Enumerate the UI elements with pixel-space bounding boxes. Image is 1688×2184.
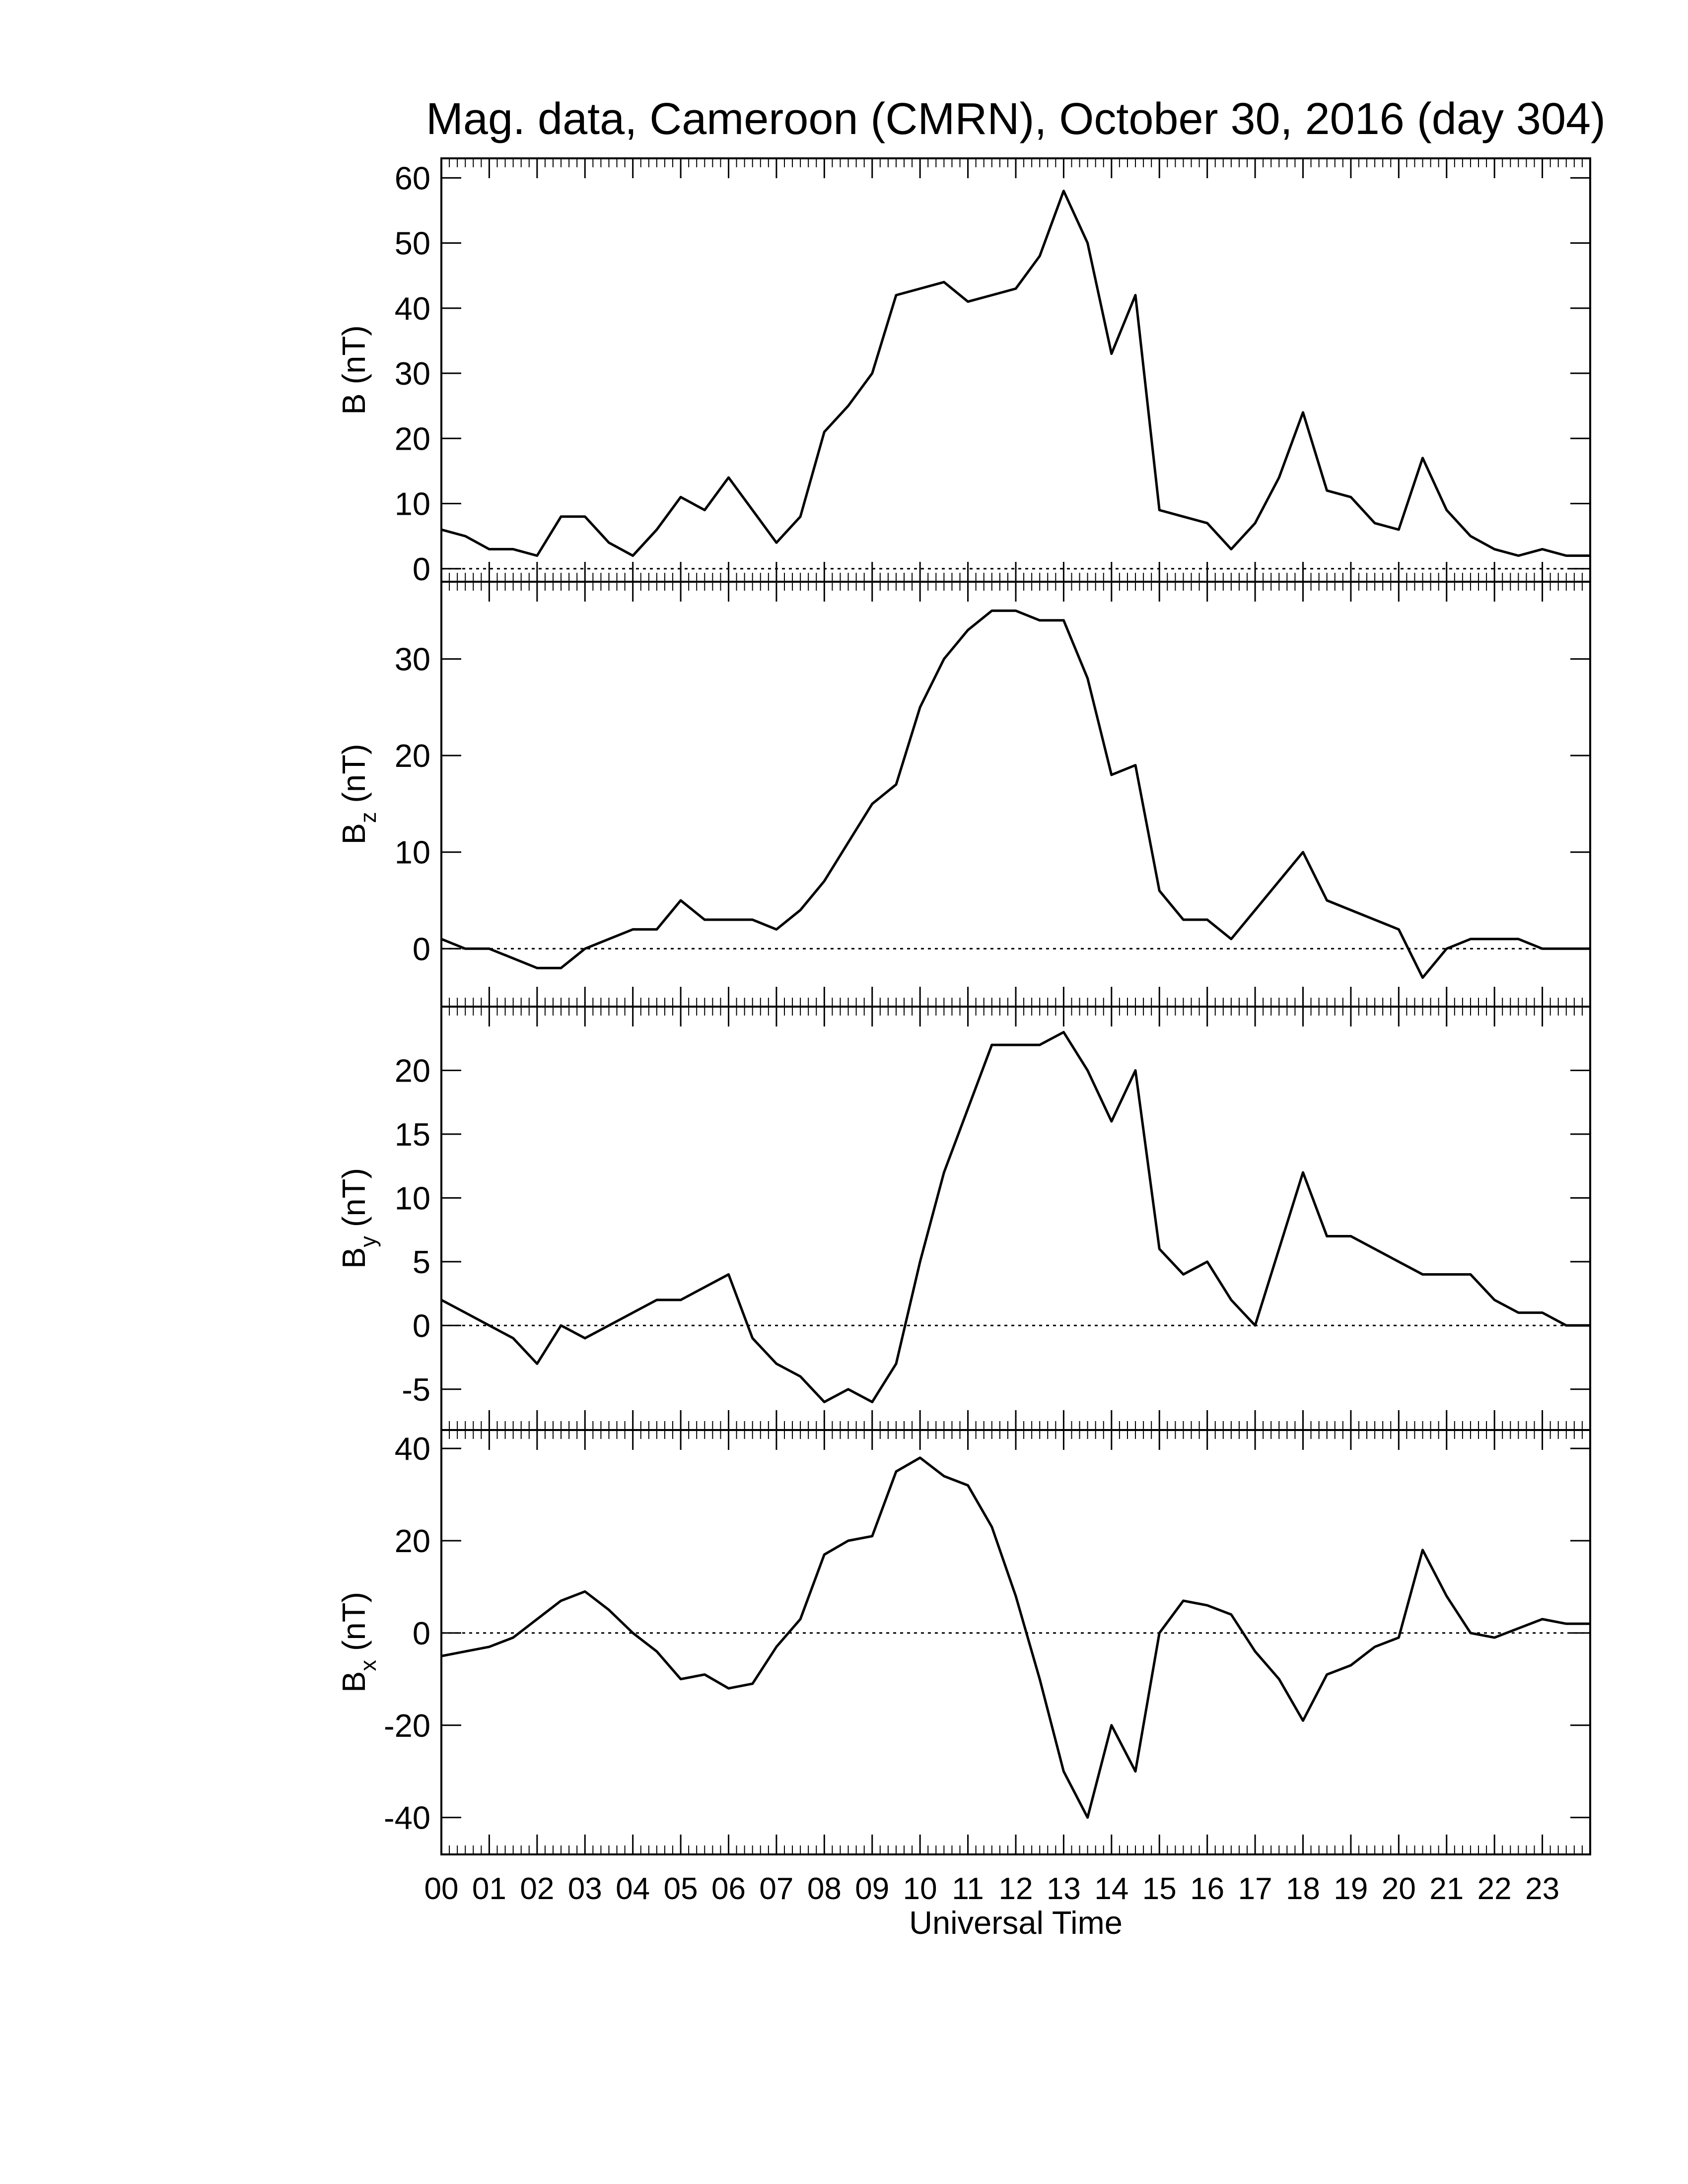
data-line — [440, 1030, 1590, 1403]
y-tick-label: 15 — [395, 1116, 430, 1153]
plot-frame — [440, 157, 1591, 583]
x-tick-label: 17 — [1238, 1872, 1272, 1906]
y-tick-label: -20 — [384, 1707, 430, 1744]
y-tick-label: 20 — [395, 738, 430, 774]
x-tick-label: 10 — [903, 1872, 937, 1906]
y-label-sub: x — [355, 1660, 381, 1671]
y-label-unit: (nT) — [336, 1592, 372, 1651]
x-tick-label: 19 — [1334, 1872, 1368, 1906]
y-tick-label: 40 — [395, 1431, 430, 1467]
x-tick-label: 02 — [520, 1872, 554, 1906]
y-label-unit: (nT) — [336, 744, 372, 803]
x-tick-label: 13 — [1047, 1872, 1081, 1906]
x-tick-label: 15 — [1142, 1872, 1177, 1906]
y-tick-label: 0 — [413, 1307, 430, 1344]
y-label-unit: (nT) — [336, 1168, 372, 1227]
y-label-base: B — [336, 823, 372, 844]
x-tick-label: 08 — [807, 1872, 842, 1906]
x-tick-label: 00 — [424, 1872, 459, 1906]
x-tick-label: 12 — [999, 1872, 1033, 1906]
data-line — [441, 609, 1590, 979]
x-tick-label: 01 — [472, 1872, 506, 1906]
y-tick-label: 30 — [395, 641, 430, 678]
chart-title: Mag. data, Cameroon (CMRN), October 30, … — [426, 94, 1606, 144]
x-tick-label: 07 — [759, 1872, 793, 1906]
x-tick-label: 20 — [1382, 1872, 1416, 1906]
y-label-sub: y — [355, 1236, 381, 1247]
y-label-base: B — [336, 1671, 372, 1693]
x-tick-label: 05 — [664, 1872, 698, 1906]
y-tick-label: -5 — [402, 1371, 430, 1408]
plot-frame — [440, 581, 1591, 1008]
y-tick-label: 5 — [413, 1244, 430, 1280]
y-tick-label: 10 — [395, 1180, 430, 1216]
y-tick-label: 0 — [413, 551, 430, 587]
x-tick-label: 16 — [1190, 1872, 1224, 1906]
y-tick-label: 20 — [395, 1052, 430, 1089]
data-line — [441, 190, 1590, 557]
x-tick-label: 21 — [1429, 1872, 1464, 1906]
y-tick-label: 0 — [413, 1615, 430, 1651]
y-tick-label: 60 — [395, 160, 430, 196]
x-tick-label: 04 — [616, 1872, 650, 1906]
x-tick-label: 09 — [855, 1872, 889, 1906]
y-label-base: B — [336, 1247, 372, 1269]
y-tick-label: 40 — [395, 290, 430, 327]
plot-frame — [440, 1006, 1591, 1431]
y-label-base: B — [336, 393, 372, 414]
y-axis-label: B (nT) — [336, 325, 372, 415]
x-axis-label: Universal Time — [909, 1905, 1123, 1941]
y-tick-label: 20 — [395, 1523, 430, 1559]
y-tick-label: 10 — [395, 834, 430, 871]
data-line — [441, 1456, 1590, 1819]
x-tick-label: 14 — [1094, 1872, 1128, 1906]
y-tick-label: 50 — [395, 225, 430, 262]
x-tick-label: 06 — [711, 1872, 746, 1906]
plot-frame — [440, 1429, 1591, 1855]
x-tick-label: 18 — [1286, 1872, 1320, 1906]
y-tick-label: -40 — [384, 1800, 430, 1836]
y-label-unit: (nT) — [336, 325, 372, 384]
y-tick-label: 20 — [395, 420, 430, 457]
x-tick-label: 23 — [1525, 1872, 1559, 1906]
y-axis-label: Bx (nT) — [336, 1592, 381, 1693]
x-tick-label: 03 — [568, 1872, 602, 1906]
y-axis-label: By (nT) — [336, 1168, 381, 1269]
y-tick-label: 30 — [395, 355, 430, 392]
x-tick-label: 11 — [952, 1872, 984, 1906]
y-tick-label: 10 — [395, 486, 430, 522]
y-axis-label: Bz (nT) — [336, 744, 381, 844]
y-label-sub: z — [355, 812, 381, 823]
x-tick-label: 22 — [1477, 1872, 1512, 1906]
y-tick-label: 0 — [413, 931, 430, 967]
